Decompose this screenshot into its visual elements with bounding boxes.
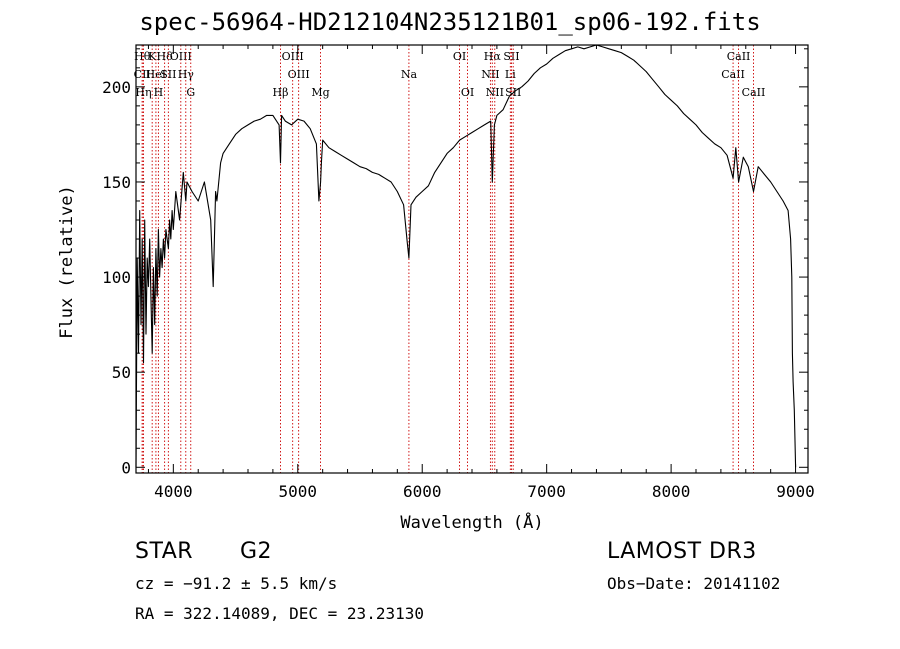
line-marker-label-17: OI (461, 86, 474, 99)
y-tick-label-2: 100 (102, 268, 131, 287)
line-marker-label-9: Hγ (178, 68, 195, 81)
line-marker-label-4: HeI (146, 68, 166, 81)
line-marker-label-12: OIII (282, 50, 304, 63)
y-tick-label-4: 200 (102, 78, 131, 97)
x-axis-label: Wavelength (Å) (400, 511, 543, 533)
x-tick-label-5: 9000 (776, 482, 815, 501)
redshift-value: cz = −91.2 ± 5.5 km/s (135, 574, 338, 593)
axis-ticks: 4000 5000 6000 7000 8000 9000 0 50 100 150 200 (102, 45, 815, 501)
line-marker-label-24: CaII (721, 68, 745, 81)
survey-name: LAMOST DR3 (607, 539, 757, 564)
y-tick-label-3: 150 (102, 173, 131, 192)
line-markers: HθCIIHηKHeIHHδSIIOIIIHγGHβOIIIOIIIMgNaOI… (134, 45, 766, 473)
y-tick-label-0: 0 (121, 458, 131, 477)
line-marker-label-8: OIII (170, 50, 192, 63)
line-marker-label-10: G (186, 86, 195, 99)
line-marker-label-25: CaII (727, 50, 751, 63)
spectrum-line (135, 44, 797, 468)
line-marker-label-13: OIII (288, 68, 310, 81)
plot-frame (135, 44, 809, 474)
line-marker-label-3: K (148, 50, 157, 63)
line-marker-label-20: NII (486, 86, 504, 99)
line-marker-label-19: Hα (484, 50, 502, 63)
line-marker-label-16: OI (453, 50, 466, 63)
y-axis-label: Flux (relative) (57, 185, 77, 339)
x-tick-label-3: 7000 (527, 482, 566, 501)
observation-date: Obs−Date: 20141102 (607, 574, 781, 593)
x-tick-label-4: 8000 (652, 482, 691, 501)
line-marker-label-26: CaII (742, 86, 766, 99)
subclass: G2 (240, 539, 273, 564)
line-marker-label-6: Hδ (157, 50, 174, 63)
y-tick-label-1: 50 (112, 363, 131, 382)
x-tick-label-2: 6000 (403, 482, 442, 501)
line-marker-label-22: SII (503, 50, 519, 63)
line-marker-label-15: Na (401, 68, 418, 81)
object-class: STAR (135, 539, 194, 564)
coordinates: RA = 322.14089, DEC = 23.23130 (135, 604, 424, 623)
line-marker-label-14: Mg (311, 86, 329, 99)
line-marker-label-11: Hβ (273, 86, 289, 99)
line-marker-label-2: Hη (135, 86, 151, 99)
line-marker-label-7: SII (160, 68, 176, 81)
line-marker-label-1: CII (134, 68, 151, 81)
x-tick-label-1: 5000 (279, 482, 318, 501)
line-marker-label-21: Li (505, 68, 516, 81)
x-tick-label-0: 4000 (154, 482, 193, 501)
line-marker-label-18: NII (481, 68, 499, 81)
chart-title: spec-56964-HD212104N235121B01_sp06-192.f… (139, 8, 761, 36)
line-marker-label-5: H (154, 86, 164, 99)
